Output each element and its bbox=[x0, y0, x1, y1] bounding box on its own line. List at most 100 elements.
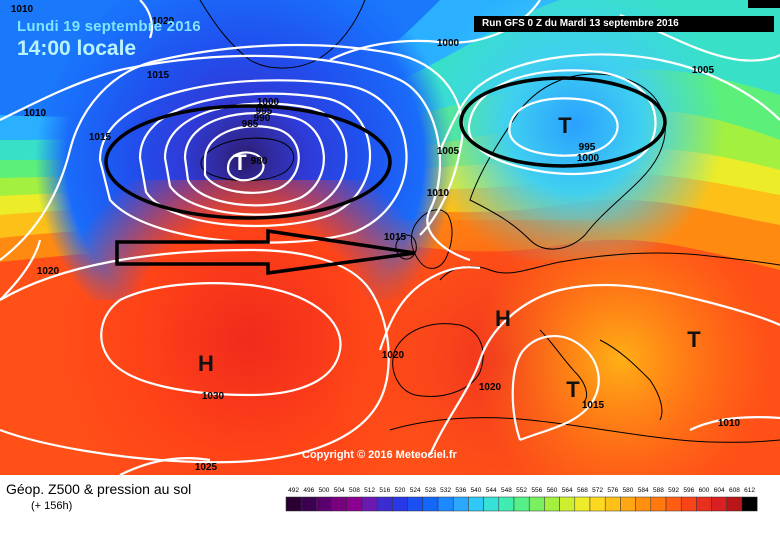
pressure-label: 985 bbox=[242, 119, 259, 130]
low-center-east: T bbox=[687, 327, 701, 352]
scale-tick-label: 520 bbox=[395, 487, 406, 494]
pressure-label: 980 bbox=[251, 156, 268, 167]
scale-tick-label: 528 bbox=[425, 487, 436, 494]
isobars bbox=[0, 0, 780, 475]
scale-tick-label: 572 bbox=[592, 487, 603, 494]
scale-tick-label: 596 bbox=[683, 487, 694, 494]
isobar-1020-mid bbox=[378, 266, 481, 351]
pressure-label: 1015 bbox=[147, 70, 170, 81]
pressure-label: 1025 bbox=[195, 462, 218, 473]
scale-tick-label: 564 bbox=[562, 487, 573, 494]
model-run-label: Run GFS 0 Z du Mardi 13 septembre 2016 bbox=[474, 16, 774, 32]
isobar-1000 bbox=[138, 92, 372, 228]
coast-greenland bbox=[199, 0, 366, 69]
isobar-1025-south bbox=[119, 457, 211, 475]
scale-tick-label: 508 bbox=[349, 487, 360, 494]
pressure-label: 1000 bbox=[257, 97, 280, 108]
scale-tick-label: 500 bbox=[319, 487, 330, 494]
pressure-label: 1010 bbox=[427, 188, 450, 199]
scale-swatch bbox=[620, 496, 636, 512]
scale-swatch bbox=[468, 496, 484, 512]
scale-swatch bbox=[285, 496, 302, 512]
isobar-985 bbox=[203, 125, 300, 194]
isobar-1020-top bbox=[139, 0, 154, 39]
scale-swatch bbox=[407, 496, 424, 512]
scale-swatch bbox=[665, 496, 682, 512]
scale-swatch bbox=[316, 496, 332, 512]
color-scale: 492 496 500 504 508 512 516 520 524 528 532 536 540 5… bbox=[285, 487, 758, 512]
isobar-1005 bbox=[98, 79, 408, 244]
scale-tick-label: 504 bbox=[334, 487, 345, 494]
isobar-1010-east bbox=[689, 416, 780, 431]
isobar-980 bbox=[226, 151, 265, 182]
scale-swatch bbox=[528, 496, 545, 512]
isobar-995-scan bbox=[508, 97, 619, 157]
pressure-label: 1015 bbox=[582, 400, 605, 411]
scale-swatch bbox=[635, 496, 652, 512]
scale-tick-label: 600 bbox=[699, 487, 710, 494]
scale-swatch bbox=[574, 496, 591, 512]
pressure-label: 1030 bbox=[202, 391, 225, 402]
pressure-label: 1010 bbox=[11, 4, 34, 15]
scale-swatch bbox=[483, 496, 500, 512]
coast-balkans bbox=[599, 339, 663, 421]
scale-tick-label: 592 bbox=[668, 487, 679, 494]
scale-swatch bbox=[559, 496, 576, 512]
legend-bar: Géop. Z500 & pression au sol (+ 156h) 49… bbox=[0, 475, 780, 541]
scale-swatch bbox=[589, 496, 606, 512]
scale-tick-label: 540 bbox=[471, 487, 482, 494]
scale-tick-label: 492 bbox=[288, 487, 299, 494]
scale-swatch bbox=[452, 496, 469, 512]
isobar-1025 bbox=[100, 282, 342, 397]
forecast-date: Lundi 19 septembre 2016 bbox=[17, 18, 201, 35]
scale-swatch bbox=[604, 496, 621, 512]
isobar-1015 bbox=[0, 43, 464, 261]
low-center-iceland: T bbox=[233, 150, 247, 175]
high-center-europe: H bbox=[495, 306, 511, 331]
pressure-label: 1020 bbox=[152, 16, 175, 27]
scale-swatch bbox=[696, 496, 712, 512]
pressure-label: 1015 bbox=[384, 232, 407, 243]
coast-italy bbox=[539, 329, 588, 403]
pressure-label: 1015 bbox=[89, 132, 112, 143]
circle-low-iceland bbox=[104, 104, 392, 220]
isobar-1020-euro bbox=[428, 283, 780, 456]
isobar-1015-med bbox=[511, 335, 600, 442]
scale-swatch bbox=[544, 496, 560, 512]
scale-swatch bbox=[361, 496, 378, 512]
isobar-1010 bbox=[0, 54, 471, 262]
isobar-995 bbox=[163, 102, 348, 216]
map-canvas: 1010 1020 1015 1010 1015 1000 990 995 98… bbox=[0, 0, 780, 475]
scale-tick-label: 604 bbox=[714, 487, 725, 494]
legend-subtitle: (+ 156h) bbox=[31, 500, 73, 512]
pressure-centers: T T H H T T bbox=[198, 113, 701, 402]
corner-block bbox=[748, 0, 780, 8]
scale-swatch bbox=[346, 496, 363, 512]
pressure-label: 1010 bbox=[718, 418, 741, 429]
arrow-flow bbox=[115, 228, 416, 276]
scale-swatch bbox=[726, 496, 743, 512]
pressure-labels: 1010 1020 1015 1010 1015 1000 990 995 98… bbox=[11, 4, 741, 473]
scale-tick-label: 576 bbox=[607, 487, 618, 494]
scale-swatch bbox=[422, 496, 439, 512]
scale-tick-label: 552 bbox=[516, 487, 527, 494]
pressure-label: 990 bbox=[254, 113, 271, 124]
coast-iberia bbox=[392, 323, 484, 397]
pressure-label: 995 bbox=[256, 106, 273, 117]
pressure-label: 1020 bbox=[479, 382, 502, 393]
pressure-label: 1020 bbox=[382, 350, 405, 361]
copyright-text: Copyright © 2016 Meteociel.fr bbox=[302, 449, 457, 461]
scale-tick-label: 580 bbox=[623, 487, 634, 494]
scale-swatch bbox=[392, 496, 408, 512]
legend-title: Géop. Z500 & pression au sol bbox=[6, 481, 192, 497]
scale-swatch bbox=[680, 496, 697, 512]
high-center-atlantic: H bbox=[198, 351, 214, 376]
pressure-label: 1000 bbox=[577, 153, 600, 164]
scale-swatch bbox=[650, 496, 667, 512]
scale-tick-label: 548 bbox=[501, 487, 512, 494]
scale-tick-label: 612 bbox=[744, 487, 755, 494]
scale-tick-label: 560 bbox=[547, 487, 558, 494]
pressure-label: 1005 bbox=[437, 146, 460, 157]
scale-tick-label: 516 bbox=[379, 487, 390, 494]
scale-swatch bbox=[513, 496, 530, 512]
